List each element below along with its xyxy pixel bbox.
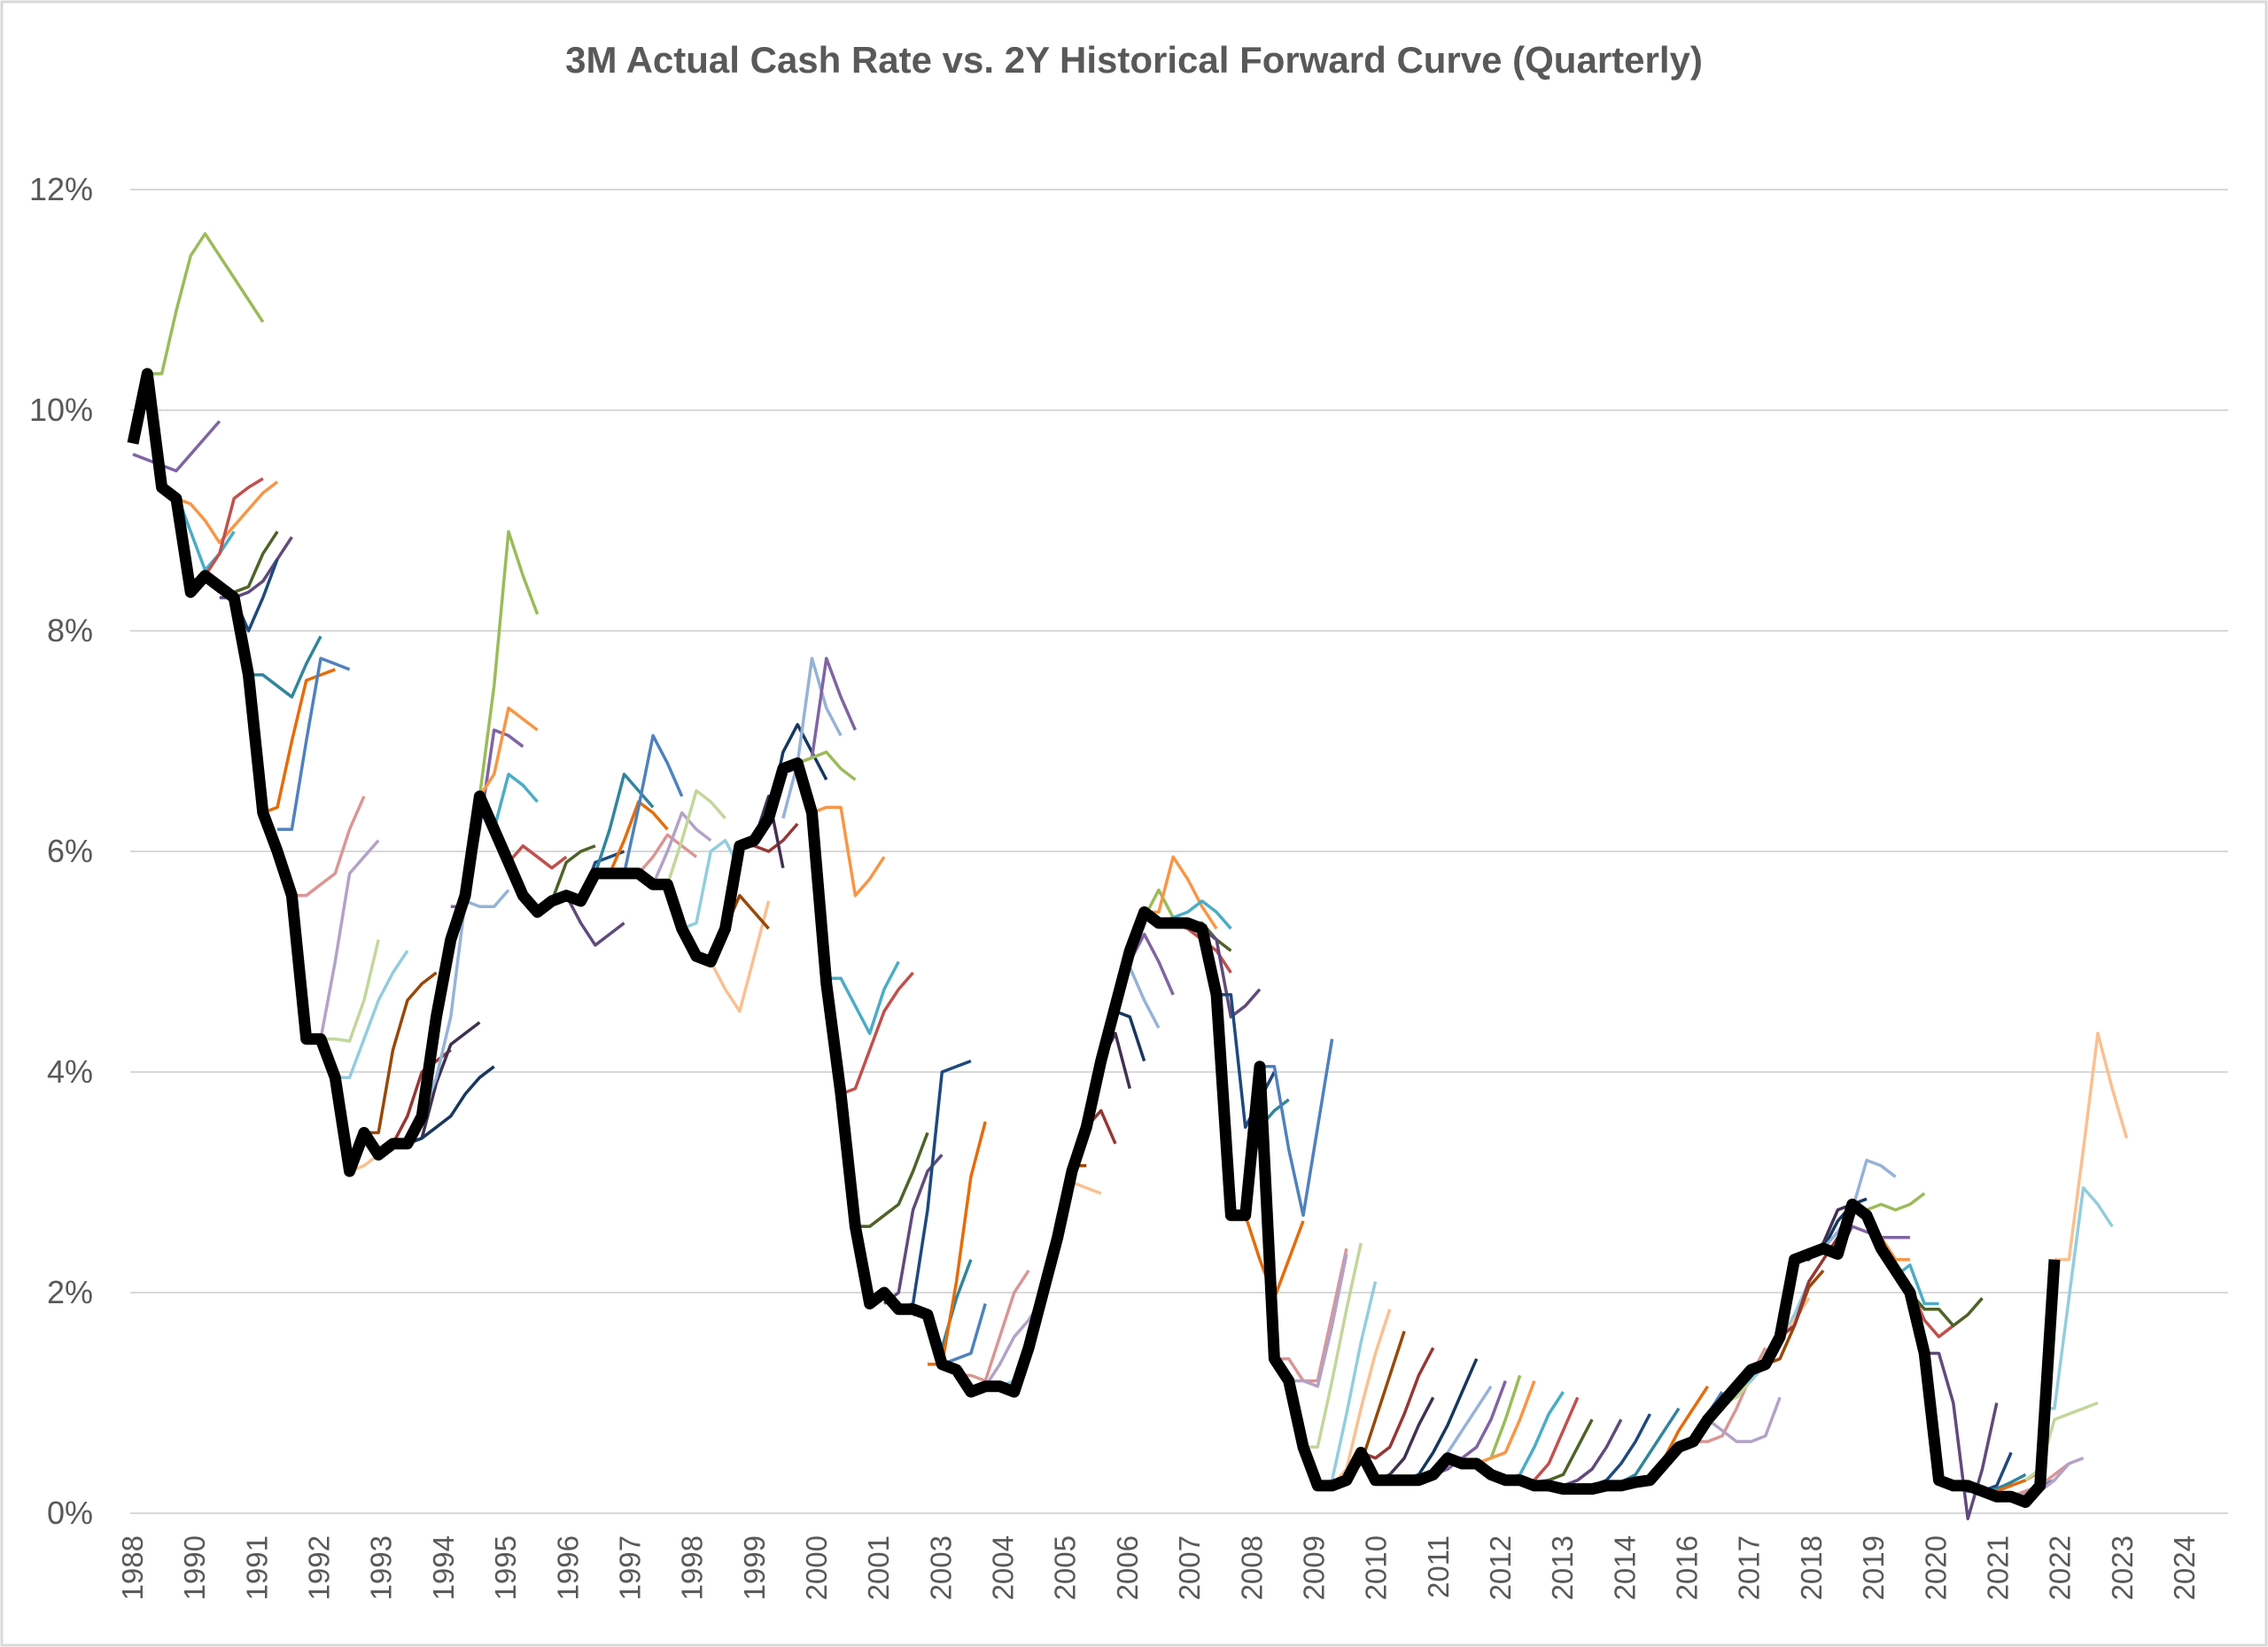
x-tick-label: 2009: [1297, 1535, 1330, 1600]
x-tick-label: 1994: [427, 1535, 460, 1600]
x-tick-label: 1996: [551, 1535, 584, 1600]
forward-curve: [796, 750, 857, 781]
x-tick-label: 2020: [1919, 1535, 1952, 1600]
x-tick-label: 2005: [1049, 1535, 1082, 1600]
forward-curve: [1821, 1158, 1897, 1250]
forward-curve: [681, 838, 742, 930]
x-tick-label: 2018: [1795, 1535, 1828, 1600]
forward-curve: [855, 1131, 929, 1229]
forward-curve: [321, 939, 380, 1043]
forward-curve: [2010, 1457, 2085, 1499]
chart-title: 3M Actual Cash Rate vs. 2Y Historical Fo…: [565, 39, 1703, 81]
forward-curve: [363, 971, 438, 1135]
y-tick-label: 2%: [47, 1274, 93, 1310]
x-tick-label: 2023: [2106, 1535, 2139, 1600]
x-tick-label: 1990: [178, 1535, 211, 1600]
y-tick-label: 8%: [47, 612, 93, 649]
y-axis-ticks: 0% 2% 4% 6% 8% 10% 12%: [29, 171, 93, 1531]
forward-curve: [1908, 1291, 1984, 1328]
x-tick-label: 2017: [1733, 1535, 1766, 1600]
x-tick-label: 2001: [862, 1535, 895, 1600]
x-tick-label: 2010: [1360, 1535, 1393, 1600]
x-axis-ticks: 1988 1990 1991 1992 1993 1994 1995 1996 1997 1998…: [116, 1535, 2201, 1600]
x-tick-label: 2011: [1422, 1535, 1455, 1598]
x-tick-label: 2024: [2168, 1535, 2201, 1600]
forward-curve: [637, 833, 698, 875]
gridlines: [130, 189, 2228, 1514]
forward-curve: [507, 844, 568, 870]
forward-curve: [335, 950, 409, 1079]
forward-curve: [175, 480, 279, 545]
forward-curve: [1274, 1247, 1348, 1383]
forward-curve: [493, 773, 539, 830]
forward-curve: [665, 789, 726, 885]
forward-curve: [262, 667, 336, 815]
x-tick-label: 1998: [676, 1535, 709, 1600]
x-tick-label: 1995: [489, 1535, 522, 1600]
forward-curve: [826, 960, 900, 1036]
x-tick-label: 2004: [987, 1535, 1020, 1600]
x-tick-label: 2014: [1608, 1535, 1641, 1600]
x-tick-label: 2007: [1173, 1535, 1206, 1600]
forward-curve: [1200, 927, 1262, 1019]
y-tick-label: 6%: [47, 833, 93, 869]
forward-curve: [781, 656, 843, 820]
forward-curve: [1331, 1309, 1392, 1488]
forward-curve: [1433, 1379, 1507, 1477]
x-tick-label: 2006: [1111, 1535, 1144, 1600]
forward-curve: [651, 811, 712, 886]
x-tick-label: 1992: [303, 1535, 336, 1600]
x-tick-label: 1991: [240, 1535, 273, 1600]
forward-curve: [132, 420, 221, 473]
x-tick-label: 2013: [1546, 1535, 1579, 1600]
x-tick-label: 1997: [613, 1535, 646, 1600]
forward-curve: [1260, 1038, 1334, 1217]
forward-curve: [478, 706, 539, 797]
forward-curve: [622, 734, 684, 874]
forward-curve: [840, 971, 914, 1096]
forward-curve: [564, 894, 625, 947]
x-tick-label: 2000: [800, 1535, 833, 1600]
x-tick-label: 2008: [1235, 1535, 1268, 1600]
x-tick-label: 2019: [1857, 1535, 1890, 1600]
forward-curve: [2054, 1031, 2129, 1262]
x-tick-label: 2016: [1671, 1535, 1704, 1600]
y-tick-label: 0%: [47, 1495, 93, 1531]
y-tick-label: 12%: [29, 171, 93, 207]
x-tick-label: 1999: [738, 1535, 771, 1600]
x-tick-label: 2022: [2044, 1535, 2077, 1600]
x-tick-label: 2003: [924, 1535, 957, 1600]
forward-curve: [594, 773, 655, 874]
forward-curve: [1924, 1351, 1999, 1520]
forward-curve: [407, 1065, 495, 1146]
forward-curve: [248, 635, 322, 699]
forward-curve: [956, 1270, 1030, 1383]
forward-curve: [291, 796, 366, 897]
forward-curve: [1706, 1396, 1782, 1443]
forward-curve: [2039, 1185, 2114, 1410]
forward-curve: [1303, 1242, 1363, 1449]
x-tick-label: 2021: [1981, 1535, 2014, 1600]
forward-curve: [1360, 1347, 1435, 1460]
x-tick-label: 2012: [1484, 1535, 1517, 1600]
actual-cash-rate-line: [127, 368, 2061, 1508]
forward-curve: [147, 232, 265, 376]
forward-curve: [811, 805, 886, 897]
actual-series: [127, 368, 2061, 1508]
forward-curve: [277, 656, 351, 831]
y-tick-label: 10%: [29, 392, 93, 428]
y-tick-label: 4%: [47, 1053, 93, 1090]
x-tick-label: 1988: [116, 1535, 149, 1600]
forward-curve: [1288, 1254, 1348, 1388]
forward-curve: [1144, 855, 1218, 930]
x-tick-label: 1993: [365, 1535, 398, 1600]
